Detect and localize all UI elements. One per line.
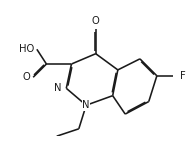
- Text: O: O: [23, 72, 30, 82]
- Text: O: O: [92, 16, 100, 26]
- Text: N: N: [54, 83, 62, 93]
- Text: HO: HO: [19, 44, 34, 54]
- Text: N: N: [82, 100, 90, 110]
- Text: F: F: [180, 71, 185, 81]
